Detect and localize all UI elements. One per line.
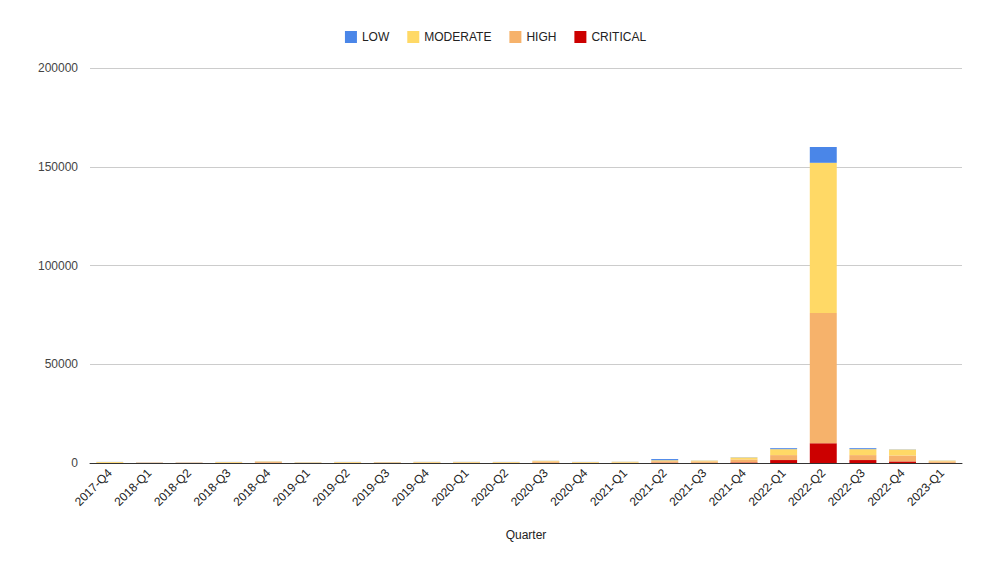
svg-text:LOW: LOW: [362, 30, 390, 44]
svg-text:2019-Q3: 2019-Q3: [349, 466, 392, 509]
svg-text:2022-Q4: 2022-Q4: [865, 466, 908, 509]
svg-text:50000: 50000: [45, 357, 79, 371]
svg-text:2020-Q1: 2020-Q1: [429, 466, 472, 509]
svg-text:MODERATE: MODERATE: [424, 30, 491, 44]
svg-text:2019-Q1: 2019-Q1: [270, 466, 313, 509]
svg-text:2018-Q1: 2018-Q1: [112, 466, 155, 509]
svg-text:HIGH: HIGH: [526, 30, 556, 44]
svg-text:2020-Q3: 2020-Q3: [508, 466, 551, 509]
svg-text:2017-Q4: 2017-Q4: [72, 466, 115, 509]
svg-text:2021-Q2: 2021-Q2: [627, 466, 670, 509]
svg-text:Quarter: Quarter: [506, 528, 547, 542]
svg-text:2020-Q2: 2020-Q2: [468, 466, 511, 509]
svg-text:2022-Q3: 2022-Q3: [825, 466, 868, 509]
svg-text:2019-Q4: 2019-Q4: [389, 466, 432, 509]
svg-text:200000: 200000: [38, 61, 78, 75]
svg-text:2022-Q2: 2022-Q2: [785, 466, 828, 509]
svg-text:2023-Q1: 2023-Q1: [904, 466, 947, 509]
svg-text:2021-Q4: 2021-Q4: [706, 466, 749, 509]
svg-text:2022-Q1: 2022-Q1: [746, 466, 789, 509]
svg-text:CRITICAL: CRITICAL: [591, 30, 646, 44]
svg-text:100000: 100000: [38, 259, 78, 273]
svg-text:2020-Q4: 2020-Q4: [548, 466, 591, 509]
svg-text:0: 0: [71, 456, 78, 470]
svg-text:2018-Q4: 2018-Q4: [230, 466, 273, 509]
svg-text:2018-Q2: 2018-Q2: [151, 466, 194, 509]
svg-text:150000: 150000: [38, 160, 78, 174]
svg-text:2018-Q3: 2018-Q3: [191, 466, 234, 509]
svg-text:2021-Q1: 2021-Q1: [587, 466, 630, 509]
svg-text:2019-Q2: 2019-Q2: [310, 466, 353, 509]
svg-text:2021-Q3: 2021-Q3: [666, 466, 709, 509]
